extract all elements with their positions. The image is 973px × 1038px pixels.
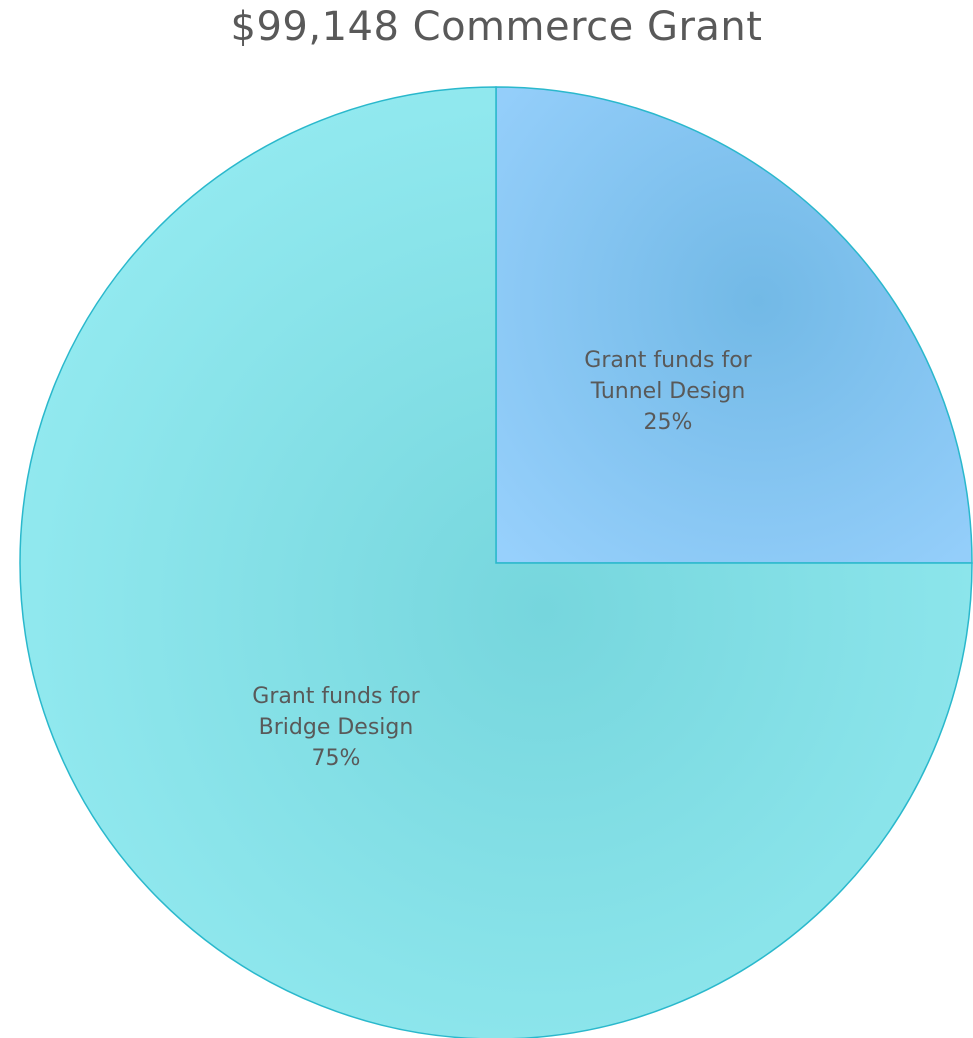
slice-percent-label: 75%	[312, 746, 361, 771]
pie-slices	[19, 86, 973, 1038]
slice-label-bridge-design: Grant funds for Bridge Design 75%	[252, 684, 420, 771]
chart-title: $99,148 Commerce Grant	[230, 4, 763, 50]
slice-percent-label: 25%	[644, 410, 693, 435]
pie-slice-bridge-design	[19, 86, 973, 1038]
slice-label-line: Grant funds for	[252, 684, 420, 709]
pie-slice-tunnel-design	[495, 86, 973, 564]
slice-label-line: Bridge Design	[259, 715, 414, 740]
slice-label-line: Tunnel Design	[590, 379, 746, 404]
slice-label-tunnel-design: Grant funds for Tunnel Design 25%	[584, 348, 752, 435]
pie-labels: Grant funds for Tunnel Design 25%Grant fun…	[252, 348, 752, 771]
slice-label-line: Grant funds for	[584, 348, 752, 373]
